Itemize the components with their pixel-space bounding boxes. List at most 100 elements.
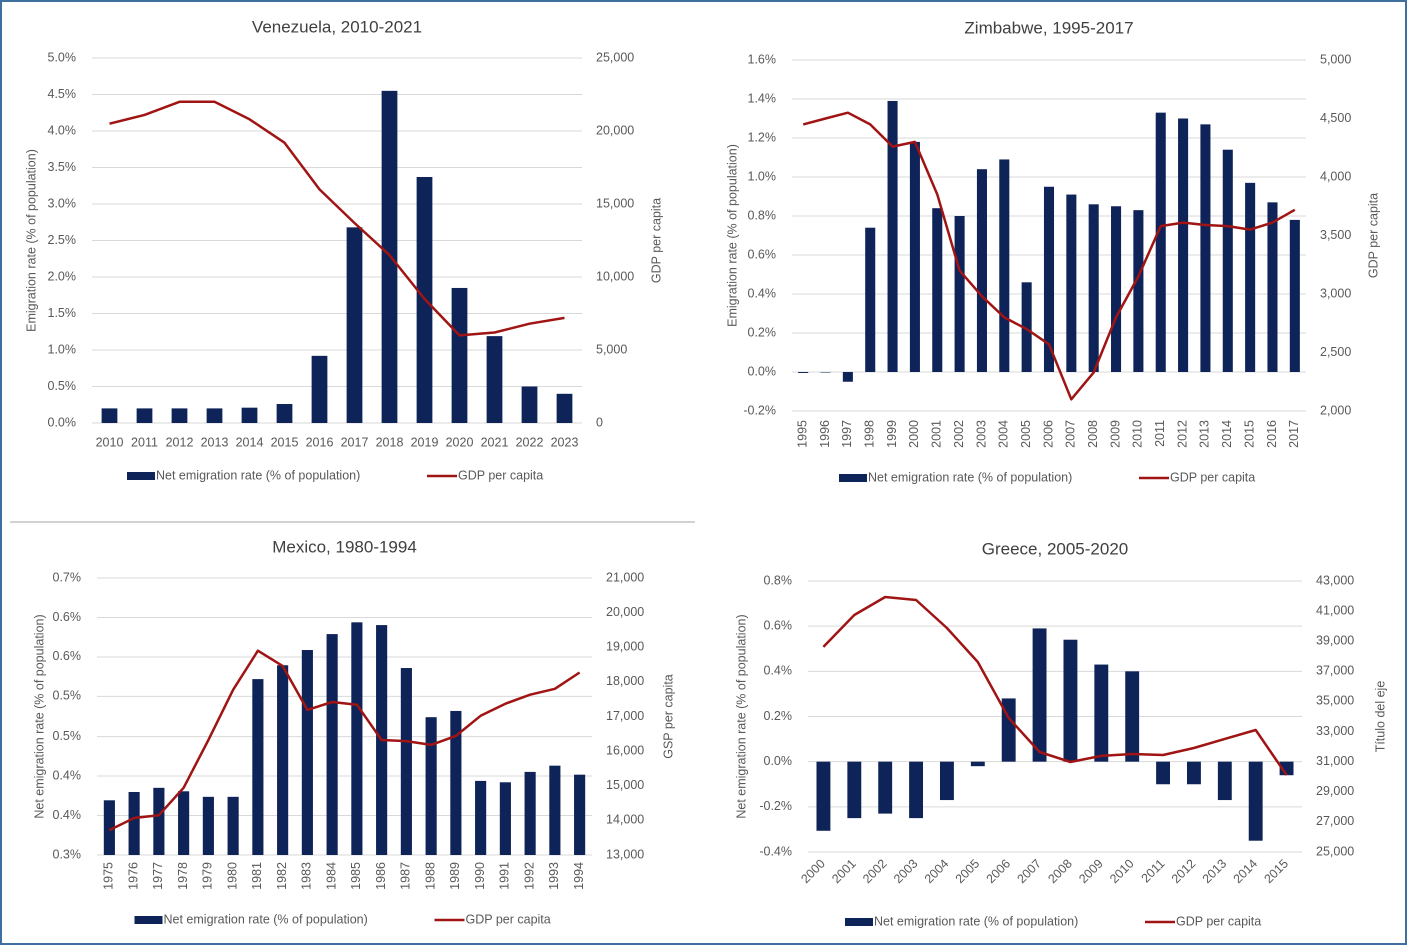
x-tick-label: 1982 xyxy=(275,862,289,890)
bar xyxy=(178,791,190,855)
y2-tick-label: 25,000 xyxy=(596,50,634,64)
x-tick-label: 1977 xyxy=(151,862,165,890)
y-tick-label: 3.5% xyxy=(48,160,77,174)
x-tick-label: 2003 xyxy=(974,420,988,448)
y2-tick-label: 5,000 xyxy=(1320,52,1351,66)
legend-label: GDP per capita xyxy=(458,468,543,482)
chart-title: Zimbabwe, 1995-2017 xyxy=(964,18,1133,37)
x-tick-label: 2021 xyxy=(481,435,509,449)
bar xyxy=(1066,194,1077,372)
y-tick-label: 0.4% xyxy=(764,664,793,678)
legend-label: GDP per capita xyxy=(1170,470,1255,484)
x-tick-label: 1995 xyxy=(795,420,809,448)
bar xyxy=(865,227,876,372)
y-tick-label: 5.0% xyxy=(48,50,77,64)
bar xyxy=(486,336,503,423)
y-tick-label: 1.0% xyxy=(48,342,77,356)
y2-tick-label: 15,000 xyxy=(596,196,634,210)
x-tick-label: 2023 xyxy=(551,435,579,449)
bar xyxy=(153,787,165,855)
bar xyxy=(241,407,258,423)
y-tick-label: -0.2% xyxy=(743,403,776,417)
y-tick-label: 4.5% xyxy=(48,87,77,101)
x-tick-label: 1996 xyxy=(818,420,832,448)
bar xyxy=(549,765,561,855)
bar xyxy=(847,761,862,819)
y-tick-label: 0.5% xyxy=(53,729,82,743)
x-tick-label: 2003 xyxy=(891,857,921,887)
x-tick-label: 1985 xyxy=(349,862,363,890)
x-tick-label: 1976 xyxy=(126,862,140,890)
y-tick-label: 1.2% xyxy=(748,130,777,144)
bar xyxy=(136,408,153,423)
y-tick-label: 0.0% xyxy=(48,415,77,429)
y-tick-label: 0.6% xyxy=(53,649,82,663)
x-tick-label: 1975 xyxy=(102,862,116,890)
bar xyxy=(425,717,437,855)
y-axis-label: Net emigration rate (% of population) xyxy=(734,614,748,818)
bar xyxy=(574,774,586,855)
x-tick-label: 2008 xyxy=(1086,420,1100,448)
bar xyxy=(277,665,289,855)
gdp-line xyxy=(802,111,1296,401)
y2-tick-label: 19,000 xyxy=(606,640,644,654)
legend-label: Net emigration rate (% of population) xyxy=(164,912,368,926)
y2-tick-label: 31,000 xyxy=(1316,754,1354,768)
bar xyxy=(1178,118,1189,372)
x-tick-label: 1994 xyxy=(572,862,586,890)
x-tick-label: 2020 xyxy=(446,435,474,449)
y2-tick-label: 15,000 xyxy=(606,778,644,792)
x-tick-label: 1984 xyxy=(324,862,338,890)
x-tick-label: 2010 xyxy=(1107,857,1137,887)
x-tick-label: 2010 xyxy=(1131,420,1145,448)
y-tick-label: 0.8% xyxy=(764,573,793,587)
y2-tick-label: 4,500 xyxy=(1320,111,1351,125)
x-tick-label: 1998 xyxy=(863,420,877,448)
y2-tick-label: 14,000 xyxy=(606,813,644,827)
bar xyxy=(1186,761,1201,785)
bar xyxy=(1088,204,1099,372)
bar xyxy=(128,791,140,855)
x-tick-label: 1988 xyxy=(423,862,437,890)
x-tick-label: 2004 xyxy=(922,857,952,887)
bar xyxy=(1125,671,1140,762)
legend-swatch xyxy=(839,474,867,482)
y-tick-label: -0.4% xyxy=(759,844,792,858)
bar xyxy=(202,796,214,855)
x-tick-label: 2012 xyxy=(1169,857,1199,887)
x-tick-label: 2002 xyxy=(952,420,966,448)
y-tick-label: 0.7% xyxy=(53,570,82,584)
x-tick-label: 1999 xyxy=(885,420,899,448)
x-tick-label: 1981 xyxy=(250,862,264,890)
bar xyxy=(227,796,239,855)
gdp-line xyxy=(822,595,1288,776)
bar xyxy=(1133,210,1144,372)
bar xyxy=(524,771,536,855)
bar xyxy=(1248,761,1263,841)
x-tick-label: 2006 xyxy=(1041,420,1055,448)
y2-tick-label: 17,000 xyxy=(606,709,644,723)
x-tick-label: 2011 xyxy=(1139,857,1168,886)
bar xyxy=(1222,149,1233,372)
x-tick-label: 1983 xyxy=(300,862,314,890)
bar xyxy=(887,100,898,372)
legend-label: GDP per capita xyxy=(1176,914,1261,928)
bar xyxy=(1043,186,1055,372)
x-tick-label: 2012 xyxy=(166,435,194,449)
y2-tick-label: 3,000 xyxy=(1320,286,1351,300)
y-tick-label: 0.2% xyxy=(748,325,777,339)
bar xyxy=(311,355,328,423)
y2-axis-label: Título del eje xyxy=(1373,681,1387,753)
x-tick-label: 2012 xyxy=(1175,420,1189,448)
x-tick-label: 2005 xyxy=(1019,420,1033,448)
bar xyxy=(820,372,831,373)
y-tick-label: 1.5% xyxy=(48,306,77,320)
bar xyxy=(301,650,313,855)
y2-tick-label: 4,000 xyxy=(1320,169,1351,183)
y2-tick-label: 29,000 xyxy=(1316,784,1354,798)
legend-label: Net emigration rate (% of population) xyxy=(156,468,360,482)
x-tick-label: 2000 xyxy=(798,857,828,887)
y2-tick-label: 20,000 xyxy=(596,123,634,137)
bar xyxy=(101,408,118,423)
x-tick-label: 2015 xyxy=(1261,857,1291,887)
